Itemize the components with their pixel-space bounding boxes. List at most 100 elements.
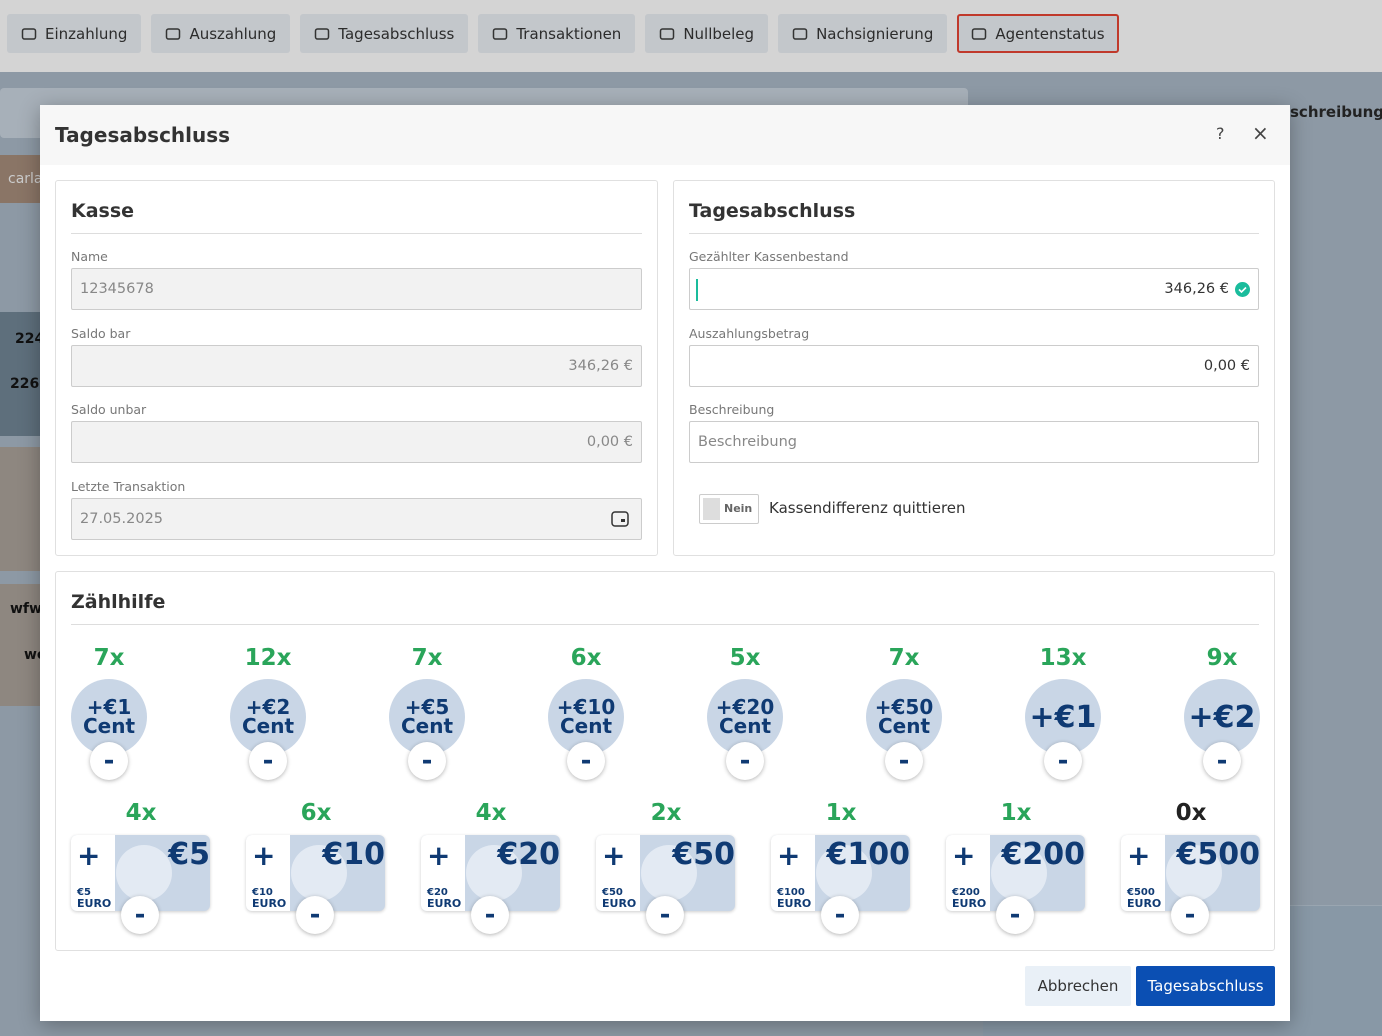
toggle[interactable]: Nein — [699, 494, 759, 524]
toolbar-button[interactable]: Einzahlung — [7, 14, 142, 53]
minus-button[interactable]: - — [885, 742, 923, 780]
placeholder: Beschreibung — [698, 434, 797, 450]
toolbar-label: Nullbeleg — [683, 24, 755, 43]
note-circle — [816, 845, 872, 901]
bg-text: 224 — [15, 331, 45, 347]
note-euro: EURO — [952, 897, 987, 910]
dialog: Tagesabschluss ? × Kasse Name 12345678 Sald… — [40, 105, 1290, 1021]
icon — [21, 27, 37, 40]
note-count: 2x — [650, 800, 682, 826]
toolbar-label: Auszahlung — [189, 24, 277, 43]
field-label: Saldo unbar — [71, 402, 147, 417]
note-count: 4x — [475, 800, 507, 826]
icon — [972, 27, 987, 40]
note-small-value: €100 — [777, 887, 805, 898]
coin-unit: Cent — [718, 714, 772, 738]
field-label: Letzte Transaktion — [71, 478, 186, 494]
input-field[interactable]: 0,00 € — [689, 344, 1259, 387]
coin-button[interactable]: +€1 — [1025, 679, 1101, 755]
minus-button[interactable]: - — [821, 896, 859, 934]
note-plus: + — [777, 839, 801, 872]
field-value: 12345678 — [80, 281, 154, 297]
note-button[interactable]: + €5 EURO €5 — [71, 835, 210, 911]
toolbar-button[interactable]: Nullbeleg — [645, 14, 769, 53]
note-euro: EURO — [777, 897, 812, 910]
field-label: Name — [71, 249, 108, 264]
minus-button[interactable]: - — [296, 896, 334, 934]
note-circle — [991, 845, 1047, 901]
bg-text: wfw — [10, 601, 42, 617]
minus-button[interactable]: - — [567, 742, 605, 780]
note-plus: + — [77, 839, 101, 872]
minus-button[interactable]: - — [121, 896, 159, 934]
coin-count: 7x — [888, 645, 920, 671]
note-small-value: €5 — [77, 887, 91, 898]
toggle-knob — [703, 498, 720, 520]
note-button[interactable]: + €100 EURO €100 — [771, 835, 910, 911]
coin-label: +€20 — [715, 695, 775, 719]
field-label: Beschreibung — [689, 402, 775, 417]
note-small-value: €50 — [602, 887, 623, 898]
toolbar-button[interactable]: Auszahlung — [151, 14, 291, 53]
toggle-label: Nein — [724, 502, 753, 515]
minus-button[interactable]: - — [1203, 742, 1241, 780]
minus-button[interactable]: - — [249, 742, 287, 780]
note-value: €50 — [672, 837, 735, 872]
coin-unit: Cent — [241, 714, 295, 738]
toolbar-button[interactable]: Nachsignierung — [778, 14, 948, 53]
minus-button[interactable]: - — [646, 896, 684, 934]
note-strip — [771, 835, 815, 911]
bg-text: 226 — [10, 376, 40, 392]
panel: Zählhilfe 7x +€1 Cent -12x +€2 Cent -7x +€5 Cent -… — [55, 571, 1275, 951]
minus-button[interactable]: - — [90, 742, 128, 780]
note-count: 4x — [125, 800, 157, 826]
panel: Kasse Name 12345678 Saldo bar 346,26 € Saldo … — [55, 180, 658, 556]
toolbar-label: Transaktionen — [516, 24, 622, 43]
coin-label: +€5 — [404, 695, 450, 719]
minus-button[interactable]: - — [1044, 742, 1082, 780]
note-euro: EURO — [427, 897, 462, 910]
cancel-button[interactable]: Abbrechen — [1025, 966, 1131, 1006]
readonly-field: 27.05.2025 — [71, 497, 642, 540]
coin-label: +€1 — [86, 695, 132, 719]
toggle-text: Kassendifferenz quittieren — [769, 499, 966, 517]
note-circle — [466, 845, 522, 901]
note-value: €500 — [1176, 837, 1261, 872]
icon — [166, 27, 181, 40]
note-value: €100 — [826, 837, 911, 872]
note-strip — [246, 835, 290, 911]
note-plus: + — [952, 839, 976, 872]
minus-button[interactable]: - — [1171, 896, 1209, 934]
bg-card — [0, 312, 40, 436]
note-value: €10 — [322, 837, 385, 872]
section-heading: Tagesabschluss — [689, 200, 856, 222]
readonly-field: 346,26 € — [71, 344, 642, 387]
input-field[interactable]: Beschreibung — [689, 421, 1259, 463]
note-small-value: €10 — [252, 887, 273, 898]
minus-button[interactable]: - — [471, 896, 509, 934]
minus-button[interactable]: - — [996, 896, 1034, 934]
note-circle — [116, 845, 172, 901]
toolbar-button[interactable]: Transaktionen — [478, 14, 636, 53]
coin-label: +€1 — [1029, 699, 1097, 735]
section-heading: Kasse — [71, 200, 135, 222]
minus-button[interactable]: - — [408, 742, 446, 780]
toolbar-button[interactable]: Tagesabschluss — [300, 14, 469, 53]
input-field[interactable]: 346,26 € — [689, 268, 1259, 310]
help-button[interactable]: ? — [1216, 124, 1225, 143]
coin-count: 13x — [1039, 645, 1087, 671]
field-value: 27.05.2025 — [80, 510, 164, 527]
minus-button[interactable]: - — [726, 742, 764, 780]
note-plus: + — [1127, 839, 1151, 872]
close-button[interactable]: × — [1252, 121, 1269, 145]
toolbar-button[interactable]: Agentenstatus — [957, 14, 1119, 53]
coin-count: 5x — [729, 645, 761, 671]
coin-label: +€10 — [556, 695, 616, 719]
field-value: 346,26 € — [1164, 281, 1229, 297]
submit-button[interactable]: Tagesabschluss — [1136, 966, 1275, 1006]
note-euro: EURO — [77, 897, 112, 910]
dialog-header — [40, 105, 1290, 165]
field-value: 0,00 € — [1203, 357, 1250, 374]
note-circle — [641, 845, 697, 901]
